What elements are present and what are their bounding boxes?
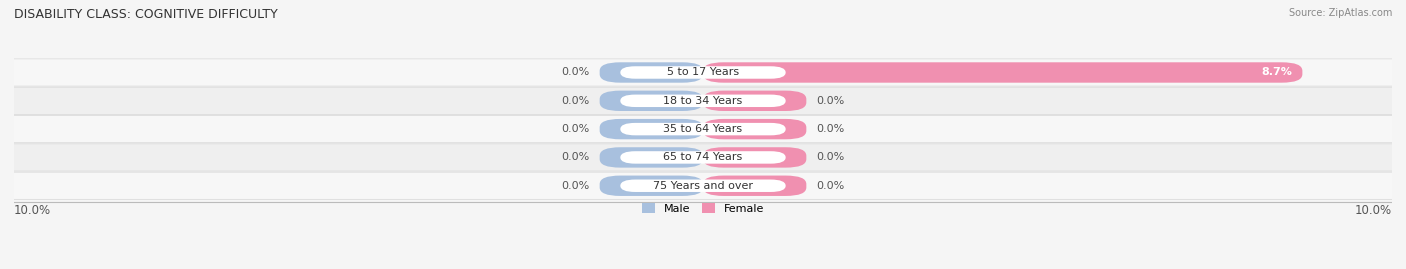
FancyBboxPatch shape (620, 95, 786, 107)
FancyBboxPatch shape (599, 176, 703, 196)
Text: 10.0%: 10.0% (1355, 204, 1392, 217)
FancyBboxPatch shape (703, 91, 807, 111)
FancyBboxPatch shape (703, 147, 807, 168)
FancyBboxPatch shape (620, 66, 786, 79)
FancyBboxPatch shape (703, 62, 1302, 83)
Text: 65 to 74 Years: 65 to 74 Years (664, 153, 742, 162)
FancyBboxPatch shape (620, 179, 786, 192)
Text: 8.7%: 8.7% (1261, 68, 1292, 77)
Text: 0.0%: 0.0% (817, 181, 845, 191)
FancyBboxPatch shape (599, 119, 703, 139)
Text: 0.0%: 0.0% (817, 124, 845, 134)
Text: 18 to 34 Years: 18 to 34 Years (664, 96, 742, 106)
FancyBboxPatch shape (0, 172, 1406, 199)
FancyBboxPatch shape (0, 87, 1406, 114)
FancyBboxPatch shape (703, 119, 807, 139)
FancyBboxPatch shape (0, 59, 1406, 86)
Text: Source: ZipAtlas.com: Source: ZipAtlas.com (1288, 8, 1392, 18)
Text: 35 to 64 Years: 35 to 64 Years (664, 124, 742, 134)
FancyBboxPatch shape (703, 176, 807, 196)
Text: 0.0%: 0.0% (561, 124, 589, 134)
Text: 5 to 17 Years: 5 to 17 Years (666, 68, 740, 77)
Text: 0.0%: 0.0% (561, 68, 589, 77)
Legend: Male, Female: Male, Female (638, 200, 768, 217)
FancyBboxPatch shape (0, 144, 1406, 171)
FancyBboxPatch shape (0, 115, 1406, 143)
FancyBboxPatch shape (620, 151, 786, 164)
FancyBboxPatch shape (620, 123, 786, 135)
Text: 10.0%: 10.0% (14, 204, 51, 217)
Text: DISABILITY CLASS: COGNITIVE DIFFICULTY: DISABILITY CLASS: COGNITIVE DIFFICULTY (14, 8, 278, 21)
Text: 0.0%: 0.0% (817, 96, 845, 106)
FancyBboxPatch shape (599, 147, 703, 168)
FancyBboxPatch shape (599, 91, 703, 111)
Text: 0.0%: 0.0% (561, 153, 589, 162)
FancyBboxPatch shape (599, 62, 703, 83)
Text: 0.0%: 0.0% (817, 153, 845, 162)
Text: 75 Years and over: 75 Years and over (652, 181, 754, 191)
Text: 0.0%: 0.0% (561, 96, 589, 106)
Text: 0.0%: 0.0% (561, 181, 589, 191)
